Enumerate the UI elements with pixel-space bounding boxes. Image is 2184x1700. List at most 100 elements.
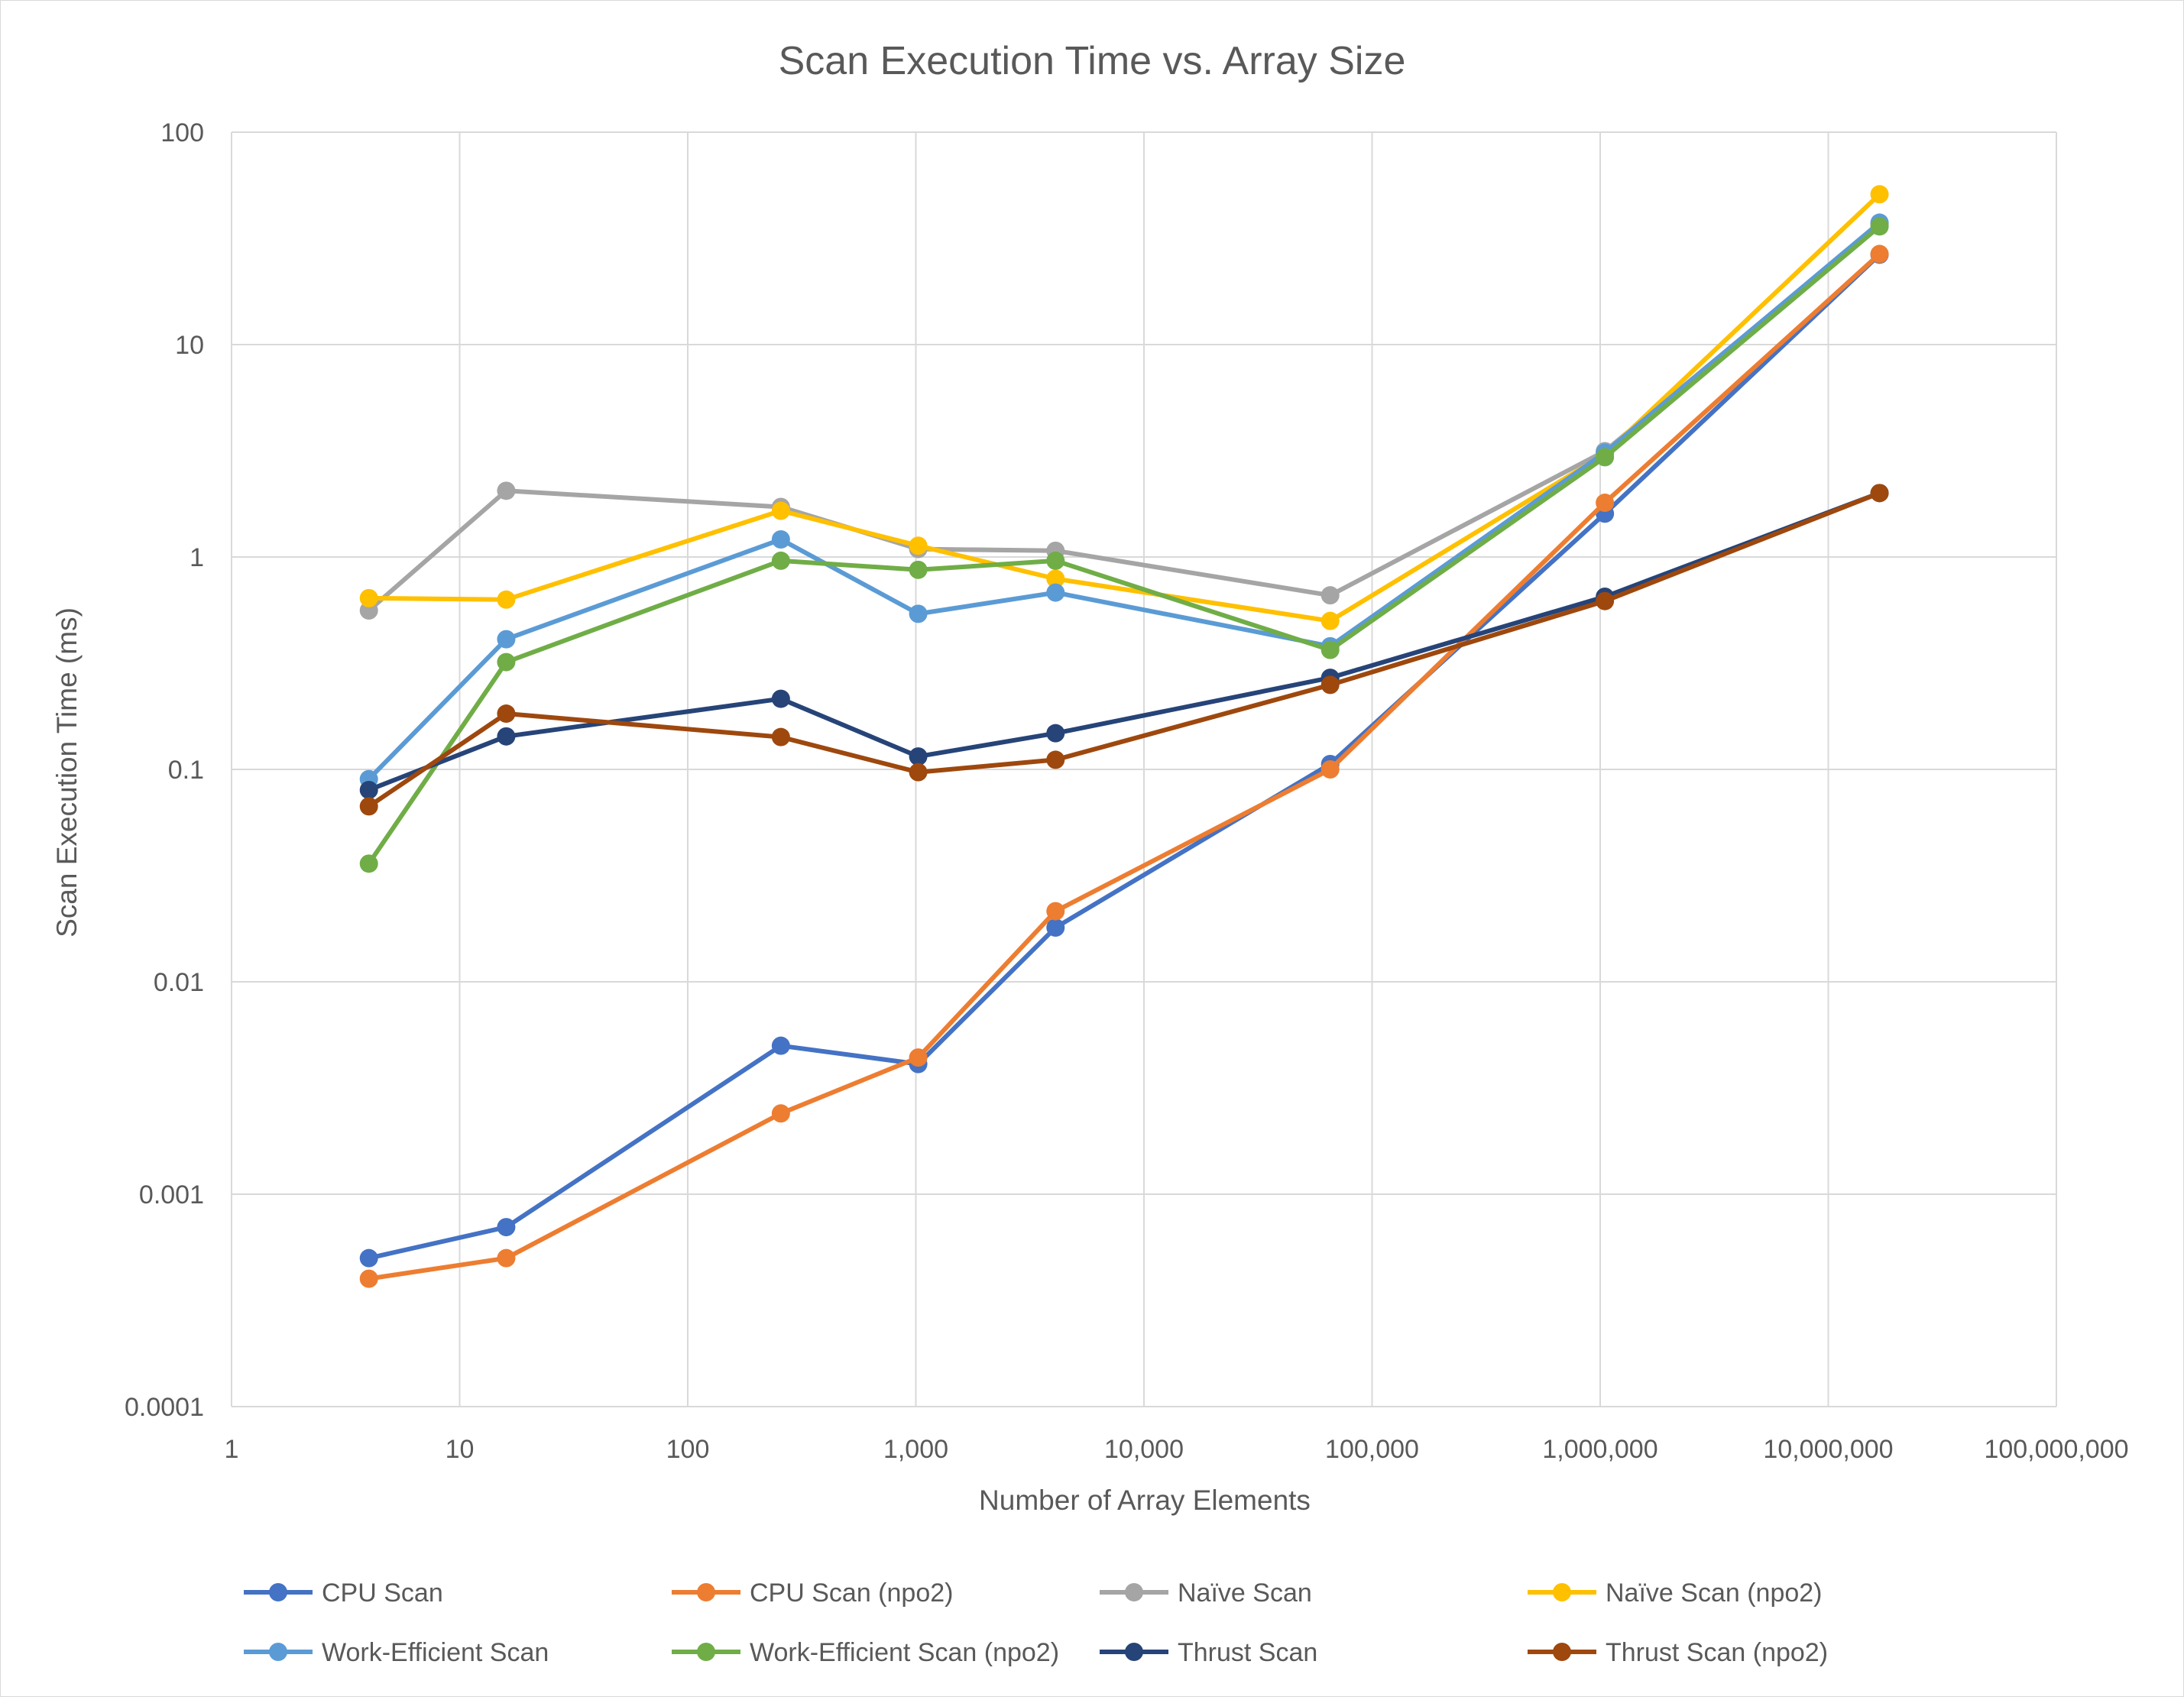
- data-point-na-ve-scan-npo2: [909, 536, 928, 555]
- data-point-work-efficient-scan-npo2: [359, 854, 378, 873]
- y-tick-label: 10: [175, 331, 204, 360]
- data-point-na-ve-scan: [1320, 586, 1340, 605]
- data-point-cpu-scan: [771, 1036, 790, 1055]
- data-point-cpu-scan: [1046, 918, 1065, 937]
- data-point-cpu-scan-npo2: [1320, 760, 1340, 779]
- series-line-thrust-scan: [366, 491, 1882, 792]
- y-axis-label: Scan Execution Time (ms): [51, 607, 83, 937]
- legend-item: CPU Scan: [244, 1579, 443, 1608]
- data-point-thrust-scan: [497, 727, 516, 746]
- data-point-cpu-scan-npo2: [909, 1048, 928, 1067]
- legend-swatch-marker: [697, 1643, 715, 1661]
- series-line-na-ve-scan-npo2: [366, 192, 1882, 623]
- data-point-cpu-scan-npo2: [1870, 244, 1889, 264]
- data-point-work-efficient-scan-npo2: [1870, 217, 1889, 236]
- data-point-work-efficient-scan-npo2: [1596, 448, 1615, 467]
- chart-title: Scan Execution Time vs. Array Size: [779, 39, 1406, 83]
- data-point-work-efficient-scan-npo2: [771, 551, 790, 570]
- legend-label: Naïve Scan: [1178, 1579, 1312, 1608]
- x-tick-label: 1,000,000: [1542, 1435, 1657, 1464]
- x-axis-label: Number of Array Elements: [979, 1485, 1311, 1516]
- legend-swatch-marker: [1553, 1643, 1571, 1661]
- series-work-efficient-scan: [359, 213, 1889, 788]
- data-point-thrust-scan-npo2: [909, 763, 928, 782]
- data-point-thrust-scan: [909, 747, 928, 766]
- data-point-cpu-scan-npo2: [1596, 494, 1615, 513]
- data-point-cpu-scan: [359, 1248, 378, 1268]
- legend-label: Thrust Scan: [1178, 1638, 1317, 1667]
- series-line-na-ve-scan: [366, 222, 1882, 613]
- data-point-work-efficient-scan: [909, 604, 928, 623]
- data-point-work-efficient-scan-npo2: [909, 560, 928, 579]
- legend-label: CPU Scan (npo2): [750, 1579, 953, 1608]
- data-point-na-ve-scan-npo2: [1870, 185, 1889, 204]
- y-tick-label: 100: [160, 118, 204, 147]
- legend-label: Thrust Scan (npo2): [1606, 1638, 1828, 1667]
- legend-swatch-marker: [697, 1583, 715, 1601]
- legend-swatch-marker: [269, 1583, 287, 1601]
- legend-label: CPU Scan: [322, 1579, 443, 1608]
- series-line-cpu-scan: [366, 252, 1882, 1261]
- series-thrust-scan: [359, 484, 1889, 799]
- data-point-na-ve-scan-npo2: [359, 588, 378, 607]
- data-point-cpu-scan-npo2: [359, 1269, 378, 1288]
- series-cpu-scan-npo2: [359, 244, 1889, 1288]
- data-point-na-ve-scan-npo2: [497, 590, 516, 609]
- series-thrust-scan-npo2: [359, 484, 1889, 816]
- y-tick-label: 0.1: [168, 756, 204, 785]
- data-point-cpu-scan-npo2: [497, 1248, 516, 1268]
- legend-swatch-marker: [1553, 1583, 1571, 1601]
- data-point-work-efficient-scan: [1046, 583, 1065, 602]
- data-point-na-ve-scan-npo2: [771, 501, 790, 520]
- x-tick-label: 1: [225, 1435, 239, 1464]
- x-axis-ticks: 1 10 100 1,000 10,000 100,000 1,000,000 10,000,…: [225, 1435, 2129, 1464]
- data-point-work-efficient-scan-npo2: [497, 652, 516, 672]
- legend-item: Thrust Scan (npo2): [1528, 1638, 1828, 1667]
- y-tick-label: 1: [190, 543, 204, 572]
- gridlines: [231, 131, 2057, 1407]
- data-point-thrust-scan-npo2: [1320, 675, 1340, 695]
- legend-swatch-marker: [269, 1643, 287, 1661]
- series-cpu-scan: [359, 245, 1889, 1268]
- legend-item: Work-Efficient Scan: [244, 1638, 549, 1667]
- series-line-work-efficient-scan: [366, 220, 1882, 782]
- x-tick-label: 100: [666, 1435, 710, 1464]
- legend-item: CPU Scan (npo2): [672, 1579, 953, 1608]
- data-point-cpu-scan-npo2: [1046, 902, 1065, 921]
- series-work-efficient-scan-npo2: [359, 217, 1889, 873]
- data-point-thrust-scan-npo2: [1046, 750, 1065, 769]
- data-point-work-efficient-scan-npo2: [1046, 551, 1065, 570]
- data-point-work-efficient-scan-npo2: [1320, 640, 1340, 659]
- x-tick-label: 10,000,000: [1763, 1435, 1893, 1464]
- x-tick-label: 10,000: [1104, 1435, 1184, 1464]
- data-point-thrust-scan: [1046, 724, 1065, 743]
- y-tick-label: 0.0001: [125, 1393, 204, 1422]
- data-point-thrust-scan-npo2: [359, 797, 378, 816]
- data-point-thrust-scan-npo2: [771, 727, 790, 746]
- legend-item: Naïve Scan (npo2): [1528, 1579, 1823, 1608]
- legend-label: Naïve Scan (npo2): [1606, 1579, 1823, 1608]
- data-point-na-ve-scan-npo2: [1320, 611, 1340, 630]
- x-tick-label: 10: [446, 1435, 475, 1464]
- legend-item: Work-Efficient Scan (npo2): [672, 1638, 1059, 1667]
- legend-item: Thrust Scan: [1100, 1638, 1317, 1667]
- y-tick-label: 0.01: [154, 968, 204, 997]
- data-point-work-efficient-scan: [771, 529, 790, 549]
- series-lines: [359, 185, 1889, 1288]
- y-tick-label: 0.001: [139, 1180, 204, 1209]
- data-point-cpu-scan-npo2: [771, 1104, 790, 1123]
- legend-item: Naïve Scan: [1100, 1579, 1312, 1608]
- data-point-thrust-scan-npo2: [497, 704, 516, 724]
- x-tick-label: 1,000: [883, 1435, 948, 1464]
- data-point-thrust-scan: [359, 780, 378, 799]
- data-point-cpu-scan: [497, 1218, 516, 1237]
- data-point-thrust-scan-npo2: [1870, 484, 1889, 503]
- data-point-thrust-scan: [771, 689, 790, 708]
- legend-label: Work-Efficient Scan (npo2): [750, 1638, 1059, 1667]
- series-na-ve-scan: [359, 215, 1889, 620]
- series-line-work-efficient-scan-npo2: [366, 224, 1882, 866]
- legend-swatch-marker: [1125, 1643, 1143, 1661]
- series-line-cpu-scan-npo2: [366, 251, 1882, 1281]
